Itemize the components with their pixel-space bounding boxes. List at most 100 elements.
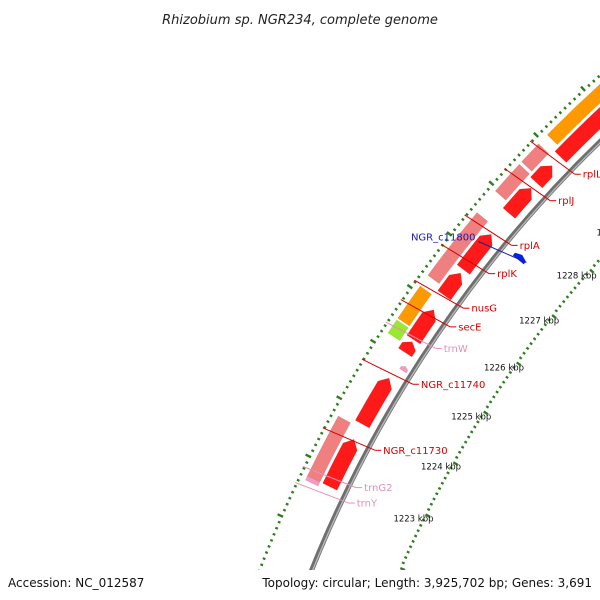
tick-label-1227: 1227 kbp <box>519 317 559 327</box>
outer-tick <box>348 379 353 384</box>
outer-tick <box>335 402 340 406</box>
outer-tick <box>477 197 482 202</box>
outer-tick <box>269 538 274 542</box>
inner-tick <box>406 550 410 554</box>
inner-tick <box>429 502 434 506</box>
tick-label-1225: 1225 kbp <box>451 412 491 422</box>
label-secE: secE <box>458 322 481 333</box>
outer-tick <box>486 187 491 192</box>
outer-tick <box>499 172 504 177</box>
feature-rplA-f <box>456 234 493 275</box>
outer-tick <box>558 110 563 115</box>
inner-tick <box>573 286 577 290</box>
outer-tick <box>428 259 433 263</box>
tick-label-1226: 1226 kbp <box>484 364 524 374</box>
outer-tick <box>342 391 346 395</box>
outer-tick <box>533 131 539 138</box>
inner-tick <box>596 259 600 263</box>
feature-rplL-f <box>530 165 553 189</box>
outer-tick <box>313 443 318 447</box>
inner-tick <box>515 361 522 367</box>
feature-big-f <box>554 106 600 163</box>
leader-rplL <box>529 140 576 175</box>
feature-secE <box>387 319 409 341</box>
outer-tick <box>358 362 363 367</box>
outer-tick <box>405 291 410 295</box>
outer-tick <box>262 557 266 561</box>
inner-tick <box>558 304 562 308</box>
outer-tick <box>587 83 591 88</box>
outer-tick <box>495 177 499 182</box>
outer-tick <box>332 408 336 412</box>
inner-tick <box>488 400 493 404</box>
genome-summary-text: Topology: circular; Length: 3,925,702 bp… <box>261 576 592 590</box>
inner-tick <box>426 507 431 512</box>
inner-tick <box>437 486 442 491</box>
inner-tick <box>457 450 462 454</box>
feature-NGR_c11740 <box>354 377 392 429</box>
feature-nusG <box>397 285 432 327</box>
footer-background <box>0 570 600 600</box>
label-rplA: rplA <box>520 241 540 252</box>
inner-tick <box>399 566 406 572</box>
outer-tick <box>444 238 449 242</box>
outer-tick <box>383 323 387 328</box>
outer-tick <box>432 254 437 258</box>
outer-tick <box>420 269 425 274</box>
inner-tick <box>498 385 503 389</box>
inner-tick <box>469 430 474 434</box>
outer-tick <box>259 563 264 567</box>
inner-tick <box>505 375 509 380</box>
inner-tick <box>589 268 595 274</box>
outer-tick <box>272 532 276 536</box>
inner-tick <box>440 481 445 485</box>
inner-tick <box>561 299 566 304</box>
outer-tick <box>436 248 441 253</box>
outer-tick <box>452 228 457 232</box>
outer-tick <box>446 231 453 237</box>
label-rplJ: rplJ <box>558 196 574 207</box>
outer-tick <box>424 264 429 268</box>
outer-tick <box>465 212 469 217</box>
outer-tick <box>362 357 366 361</box>
leader-trnY <box>295 482 349 504</box>
inner-tick <box>495 390 499 394</box>
outer-tick <box>517 153 521 157</box>
outer-tick <box>398 302 402 306</box>
outer-tick <box>473 202 478 207</box>
outer-tick <box>369 338 377 344</box>
tick-label-1223: 1223 kbp <box>393 515 433 525</box>
outer-tick <box>329 414 333 418</box>
leader-trnG2 <box>302 466 357 489</box>
outer-tick <box>316 437 321 441</box>
outer-tick <box>290 490 295 494</box>
inner-tick <box>569 290 573 295</box>
outer-tick <box>508 162 512 167</box>
outer-tick <box>305 460 309 465</box>
outer-tick <box>568 101 572 106</box>
outer-tick <box>413 280 417 284</box>
leader-nusG <box>414 279 464 309</box>
feature-nusG-f <box>406 309 436 345</box>
outer-tick <box>572 97 577 101</box>
outer-tick <box>469 207 474 212</box>
outer-tick <box>302 466 306 471</box>
outer-tick <box>274 526 279 530</box>
inner-tick <box>476 420 480 424</box>
outer-tick <box>592 79 596 83</box>
outer-tick <box>563 106 567 110</box>
label-rplL: rplL <box>583 170 600 181</box>
outer-tick <box>310 449 315 453</box>
inner-tick <box>446 471 450 475</box>
outer-tick <box>355 368 359 372</box>
outer-tick <box>526 143 530 148</box>
inner-tick <box>419 523 423 527</box>
inner-tick <box>424 513 431 518</box>
outer-tick <box>299 472 303 476</box>
label-NGR_c11800: NGR_c11800 <box>411 232 476 243</box>
outer-tick <box>345 385 349 389</box>
outer-tick <box>326 419 330 424</box>
inner-tick <box>421 518 426 522</box>
feature-NGR_c11800 <box>512 252 527 265</box>
